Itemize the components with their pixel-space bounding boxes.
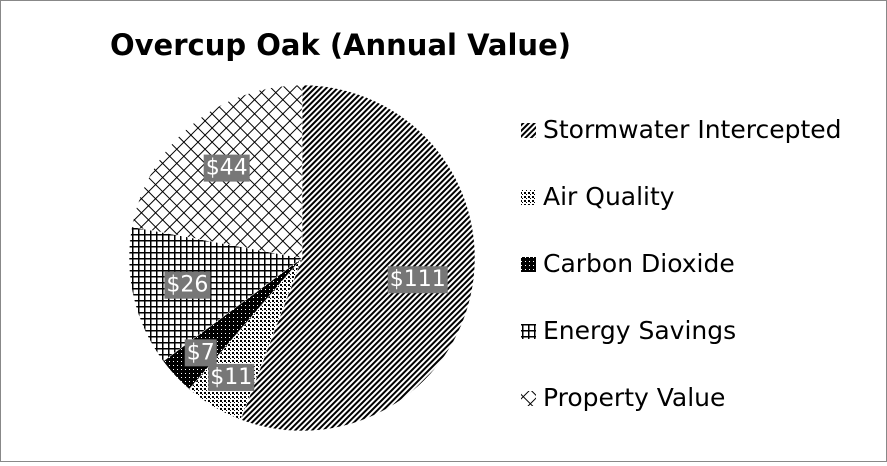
data-label: $111 xyxy=(390,267,446,292)
data-label-box xyxy=(164,271,211,299)
legend-label: Carbon Dioxide xyxy=(543,249,735,278)
data-label-box xyxy=(203,154,250,182)
data-label-box xyxy=(208,363,255,391)
chart-title: Overcup Oak (Annual Value) xyxy=(110,28,571,62)
legend-swatch xyxy=(521,324,536,339)
legend-swatch xyxy=(521,391,536,406)
data-label-box xyxy=(387,266,448,294)
legend-swatch xyxy=(521,257,536,272)
data-label-box xyxy=(184,339,217,367)
data-label: $7 xyxy=(187,340,215,365)
legend-swatch xyxy=(521,123,536,138)
pie-slice xyxy=(128,226,303,362)
legend-label: Stormwater Intercepted xyxy=(543,115,842,144)
legend-swatch xyxy=(521,190,536,205)
data-label: $11 xyxy=(210,365,252,390)
legend-label: Air Quality xyxy=(543,182,675,211)
data-label: $26 xyxy=(166,273,208,298)
legend-label: Property Value xyxy=(543,383,725,412)
legend-label: Energy Savings xyxy=(543,316,736,345)
data-label: $44 xyxy=(206,156,248,181)
pie-slice xyxy=(240,84,476,432)
